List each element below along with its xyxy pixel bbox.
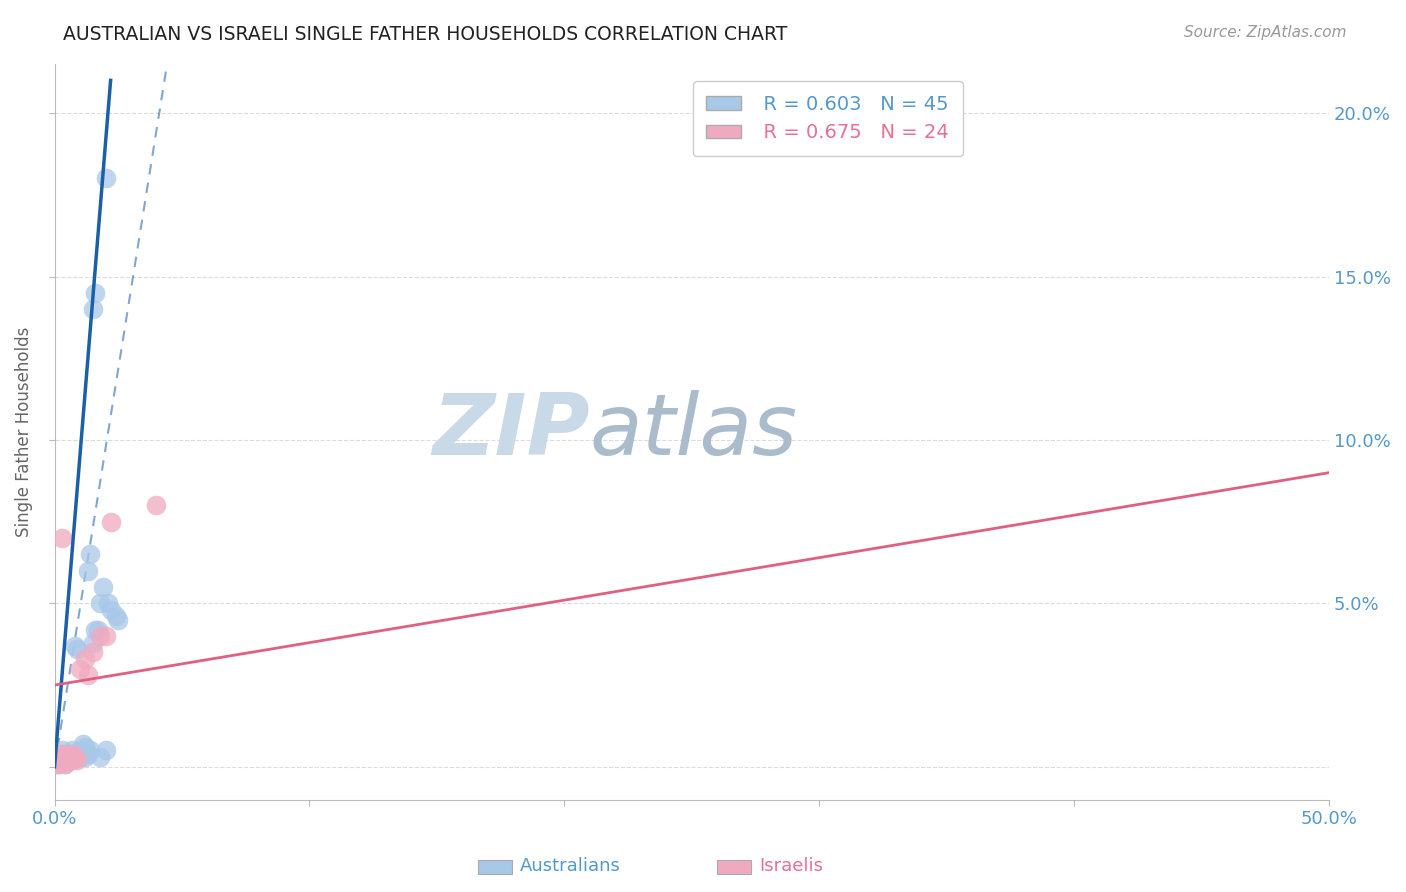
Y-axis label: Single Father Households: Single Father Households: [15, 326, 32, 537]
Point: [84, 285, 107, 300]
Point: [56, 750, 79, 764]
Point: [82, 635, 104, 649]
Point: [84, 623, 107, 637]
Point: [46, 753, 69, 767]
Point: [46, 756, 69, 771]
Point: [82, 302, 104, 317]
Point: [56, 750, 79, 764]
Point: [51, 743, 73, 757]
Point: [48, 756, 70, 771]
Point: [53, 750, 76, 764]
Point: [66, 642, 89, 657]
Point: [51, 753, 73, 767]
Text: Source: ZipAtlas.com: Source: ZipAtlas.com: [1184, 25, 1347, 40]
Point: [60, 753, 83, 767]
Point: [100, 603, 122, 617]
Text: Australians: Australians: [520, 857, 621, 875]
Point: [75, 740, 97, 755]
Point: [72, 747, 94, 761]
Point: [48, 750, 70, 764]
Point: [53, 756, 76, 771]
Point: [69, 750, 91, 764]
Point: [94, 743, 117, 757]
Point: [51, 747, 73, 761]
Point: [69, 662, 91, 676]
Point: [69, 743, 91, 757]
Point: [76, 668, 98, 682]
Point: [53, 756, 76, 771]
Point: [76, 747, 98, 761]
Point: [89, 629, 111, 643]
Point: [66, 753, 89, 767]
Point: [63, 747, 86, 761]
Point: [89, 750, 111, 764]
Point: [60, 747, 83, 761]
Point: [75, 652, 97, 666]
Text: atlas: atlas: [591, 391, 797, 474]
Point: [94, 171, 117, 186]
Point: [63, 639, 86, 653]
Point: [87, 623, 110, 637]
Point: [89, 596, 111, 610]
Point: [51, 753, 73, 767]
Point: [72, 737, 94, 751]
Legend:   R = 0.603   N = 45,   R = 0.675   N = 24: R = 0.603 N = 45, R = 0.675 N = 24: [693, 81, 963, 156]
Text: Israelis: Israelis: [759, 857, 824, 875]
Point: [76, 564, 98, 578]
Point: [59, 753, 82, 767]
Point: [46, 756, 69, 771]
Point: [53, 750, 76, 764]
Point: [94, 629, 117, 643]
Point: [107, 613, 129, 627]
Point: [51, 747, 73, 761]
Point: [56, 753, 79, 767]
Point: [79, 743, 101, 757]
Point: [82, 645, 104, 659]
Point: [56, 753, 79, 767]
Point: [60, 753, 83, 767]
Point: [60, 750, 83, 764]
Text: AUSTRALIAN VS ISRAELI SINGLE FATHER HOUSEHOLDS CORRELATION CHART: AUSTRALIAN VS ISRAELI SINGLE FATHER HOUS…: [63, 25, 787, 44]
Point: [51, 531, 73, 545]
Point: [104, 609, 127, 624]
Point: [79, 547, 101, 561]
Point: [59, 753, 82, 767]
Point: [60, 743, 83, 757]
Point: [48, 753, 70, 767]
Point: [46, 753, 69, 767]
Text: ZIP: ZIP: [432, 391, 591, 474]
Point: [75, 750, 97, 764]
Point: [66, 750, 89, 764]
Point: [100, 515, 122, 529]
Point: [63, 750, 86, 764]
Point: [48, 750, 70, 764]
Point: [59, 747, 82, 761]
Point: [145, 499, 167, 513]
Point: [91, 580, 114, 594]
Point: [56, 747, 79, 761]
Point: [97, 596, 120, 610]
